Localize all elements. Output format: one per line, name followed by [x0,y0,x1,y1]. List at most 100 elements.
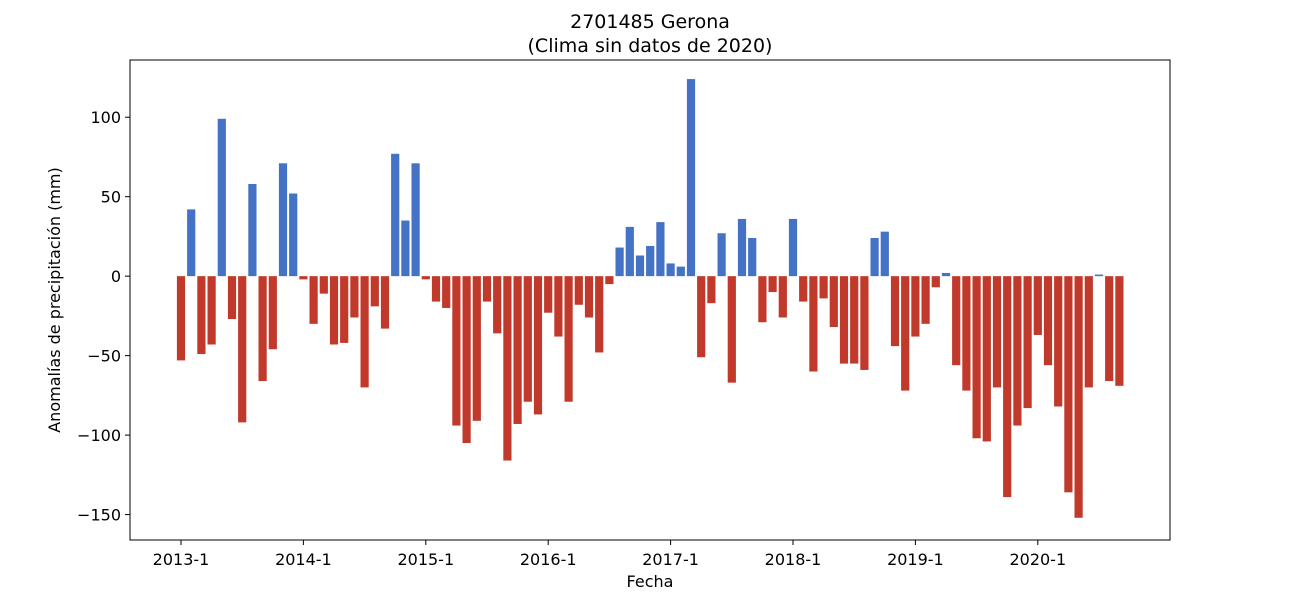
x-axis: 2013-1 2014-1 2015-1 2016-1 2017-1 2018-1 2019… [153,540,1066,569]
bar-2015-1 [421,276,430,280]
y-tick-label: −100 [77,426,121,445]
bar-2018-1 [788,218,798,277]
bar-2016-10 [635,255,645,277]
bar-2018-11 [890,276,900,347]
bar-2017-11 [768,276,777,293]
bar-2019-8 [982,276,991,442]
bar-2017-5 [707,276,716,304]
bar-2016-8 [615,247,624,277]
bar-2014-3 [319,276,328,294]
bar-2018-6 [839,276,849,364]
bar-2015-4 [452,276,461,426]
bar-2018-3 [809,276,818,372]
bar-2015-3 [442,276,451,308]
y-tick-label: −150 [77,506,121,525]
bar-2019-11 [1013,276,1022,426]
bar-2013-11 [278,163,288,277]
bar-2013-1 [176,276,186,361]
x-tick-label: 2018-1 [765,550,822,569]
plot-area-frame [129,59,1171,541]
bar-2013-10 [268,276,277,350]
bar-2013-3 [197,276,206,355]
bar-2017-9 [748,238,757,277]
x-tick-label: 2016-1 [520,550,577,569]
bar-2019-1 [911,276,920,337]
bar-2018-12 [901,276,910,391]
chart-title-line-2: (Clima sin datos de 2020) [528,35,773,57]
bar-2020-4 [1064,276,1073,493]
bar-2014-7 [360,276,369,388]
bar-2018-2 [799,276,808,302]
bars-group [176,79,1124,518]
bar-2014-4 [329,276,339,345]
bar-2014-11 [401,220,410,277]
bar-2016-9 [625,226,634,277]
bar-2018-9 [870,238,879,277]
bar-2016-4 [574,276,583,305]
x-tick-label: 2019-1 [887,550,944,569]
bar-2017-12 [778,276,787,318]
chart-title: 2701485 Gerona (Clima sin datos de 2020) [528,11,773,57]
bar-2017-4 [697,276,706,358]
bar-2020-9 [1115,276,1124,386]
bar-2019-4 [941,272,951,277]
bar-2013-6 [227,276,237,320]
bar-2020-6 [1084,276,1093,388]
bar-2019-2 [921,276,930,324]
x-tick-label: 2013-1 [153,550,210,569]
bar-2014-5 [340,276,349,343]
x-tick-label: 2015-1 [397,550,454,569]
y-axis-label: Anomalías de precipitación (mm) [45,167,64,433]
bar-2015-11 [523,276,532,402]
x-tick-label: 2017-1 [642,550,699,569]
bar-2014-6 [350,276,359,318]
bar-2014-12 [411,163,420,277]
bar-2013-9 [258,276,267,382]
bar-2013-4 [207,276,216,345]
bar-2016-5 [584,276,594,318]
bar-2015-12 [533,276,543,415]
bar-2015-7 [482,276,492,302]
bar-2018-5 [829,276,838,328]
bar-2015-10 [513,276,522,424]
bar-2016-2 [554,276,563,337]
bar-2019-6 [962,276,971,391]
x-tick-label: 2020-1 [1009,550,1066,569]
bar-2017-3 [686,79,696,277]
bar-2015-6 [472,276,481,421]
bar-2019-5 [952,276,961,366]
y-tick-label: 50 [101,188,121,207]
bar-2017-7 [727,276,736,383]
y-tick-label: −50 [87,347,121,366]
bar-2016-1 [544,276,553,313]
bar-2014-1 [299,276,308,280]
bar-2018-4 [819,276,828,299]
y-axis: 100 50 0 −50 −100 −150 [77,108,130,525]
bar-2017-6 [717,233,726,277]
bar-2013-7 [238,276,247,423]
bar-2016-12 [656,222,665,277]
bar-2020-5 [1074,276,1083,518]
bar-2020-7 [1094,274,1104,277]
chart-title-line-1: 2701485 Gerona [570,11,730,33]
bar-2016-3 [564,276,573,402]
bar-2015-5 [462,276,471,444]
bar-2016-7 [605,276,614,285]
x-axis-label: Fecha [627,572,674,591]
bar-2015-8 [493,276,502,334]
bar-2014-8 [370,276,379,307]
x-tick-label: 2014-1 [275,550,332,569]
bar-2017-2 [676,266,685,277]
bar-2016-6 [595,276,604,353]
bar-2019-12 [1023,276,1032,409]
y-tick-label: 100 [90,108,121,127]
bar-2015-9 [503,276,512,461]
bar-2013-12 [289,193,298,277]
bar-2017-8 [737,218,747,277]
bar-2018-8 [860,276,869,370]
bar-2016-11 [646,245,655,277]
bar-2013-5 [217,118,226,277]
bar-2013-2 [187,209,196,277]
bar-2020-2 [1043,276,1053,366]
bar-2019-7 [972,276,981,439]
